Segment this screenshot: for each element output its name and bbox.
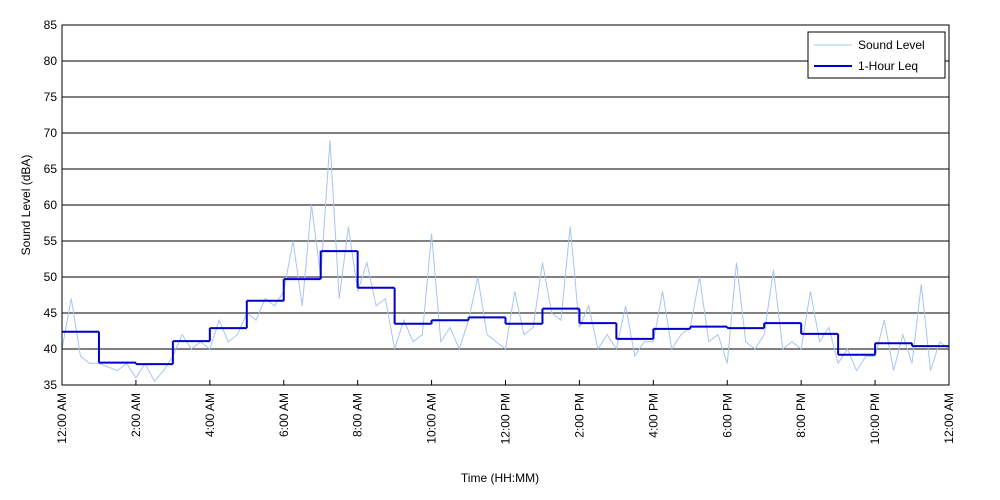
- x-tick-label: 12:00 AM: [55, 393, 69, 444]
- y-tick-label: 60: [44, 198, 58, 212]
- y-tick-label: 80: [44, 54, 58, 68]
- y-tick-label: 65: [44, 162, 58, 176]
- legend-box: [807, 31, 946, 79]
- y-tick-label: 50: [44, 270, 58, 284]
- y-tick-label: 70: [44, 126, 58, 140]
- x-tick-label: 2:00 AM: [129, 393, 143, 437]
- legend-label: 1-Hour Leq: [858, 59, 918, 73]
- x-tick-label: 12:00 PM: [499, 393, 513, 444]
- y-tick-label: 85: [44, 18, 58, 32]
- y-tick-label: 55: [44, 234, 58, 248]
- x-tick-label: 12:00 AM: [942, 393, 956, 444]
- x-tick-label: 8:00 AM: [351, 393, 365, 437]
- x-tick-label: 4:00 AM: [203, 393, 217, 437]
- sound-level-line: [61, 140, 950, 383]
- x-tick-label: 8:00 PM: [794, 393, 808, 438]
- y-tick-label: 40: [44, 342, 58, 356]
- y-axis-label: Sound Level (dBA): [19, 155, 33, 256]
- x-tick-label: 2:00 PM: [572, 393, 586, 438]
- x-axis-label: Time (HH:MM): [461, 471, 539, 485]
- y-tick-label: 45: [44, 306, 58, 320]
- x-tick-label: 10:00 AM: [425, 393, 439, 444]
- y-tick-label: 35: [44, 378, 58, 392]
- x-tick-label: 6:00 PM: [720, 393, 734, 438]
- legend-label: Sound Level: [858, 38, 925, 52]
- x-tick-label: 6:00 AM: [277, 393, 291, 437]
- y-tick-label: 75: [44, 90, 58, 104]
- plot-frame: [61, 24, 950, 386]
- x-tick-label: 10:00 PM: [868, 393, 882, 444]
- x-tick-label: 4:00 PM: [646, 393, 660, 438]
